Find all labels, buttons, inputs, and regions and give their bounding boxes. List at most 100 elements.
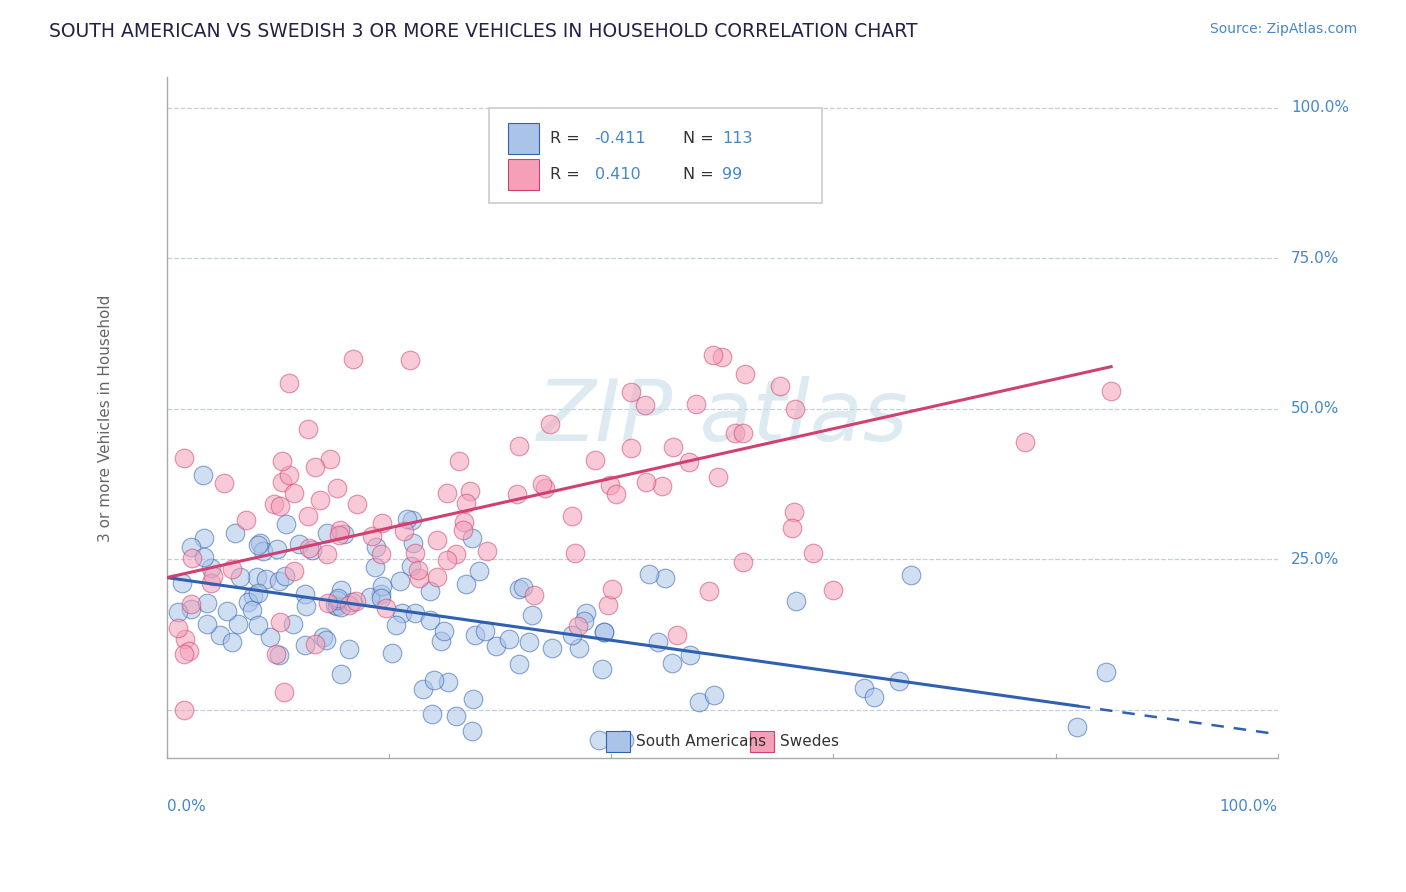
Point — [426, 533, 449, 547]
Point — [821, 582, 844, 597]
Text: 0.0%: 0.0% — [167, 799, 205, 814]
Point — [180, 602, 202, 616]
Point — [444, 709, 467, 723]
Point — [593, 624, 616, 639]
Point — [392, 524, 415, 538]
Point — [278, 468, 301, 483]
Text: Source: ZipAtlas.com: Source: ZipAtlas.com — [1209, 22, 1357, 37]
Point — [523, 588, 546, 602]
Point — [783, 505, 806, 519]
Point — [315, 548, 337, 562]
Point — [326, 482, 349, 496]
Point — [399, 353, 422, 368]
Point — [240, 603, 263, 617]
Point — [329, 523, 352, 537]
Point — [180, 597, 202, 611]
Point — [283, 486, 305, 500]
Point — [599, 477, 621, 491]
Point — [561, 628, 583, 642]
Point — [316, 595, 339, 609]
Point — [634, 398, 657, 412]
Point — [401, 513, 423, 527]
Point — [221, 635, 243, 649]
Point — [236, 595, 259, 609]
Point — [276, 517, 298, 532]
Point — [181, 550, 204, 565]
Point — [531, 477, 554, 491]
Point — [508, 582, 530, 596]
Text: 3 or more Vehicles in Household: 3 or more Vehicles in Household — [98, 294, 114, 541]
Point — [785, 594, 807, 608]
Point — [193, 549, 215, 564]
Point — [520, 608, 543, 623]
Text: R =: R = — [550, 131, 579, 146]
Point — [200, 561, 222, 575]
Point — [271, 454, 294, 468]
Text: 100.0%: 100.0% — [1291, 100, 1350, 115]
Point — [172, 576, 194, 591]
Point — [264, 647, 287, 661]
Point — [426, 570, 449, 584]
Point — [195, 617, 218, 632]
Point — [330, 583, 353, 598]
Point — [583, 453, 606, 467]
Point — [278, 376, 301, 390]
Point — [707, 469, 730, 483]
Point — [433, 624, 456, 638]
Point — [326, 599, 349, 614]
Point — [337, 642, 360, 657]
Point — [273, 685, 295, 699]
Point — [406, 563, 429, 577]
Point — [370, 587, 392, 601]
Point — [315, 632, 337, 647]
Point — [326, 593, 349, 607]
Point — [246, 585, 269, 599]
Point — [263, 496, 285, 510]
Text: N =: N = — [683, 131, 714, 146]
Point — [224, 525, 246, 540]
Point — [193, 532, 215, 546]
Point — [318, 452, 340, 467]
Point — [697, 584, 720, 599]
Point — [346, 496, 368, 510]
Point — [301, 543, 323, 558]
Point — [596, 598, 619, 612]
Point — [437, 675, 460, 690]
Point — [588, 733, 610, 747]
Point — [605, 486, 627, 500]
Point — [538, 417, 561, 431]
Text: 0.410: 0.410 — [595, 168, 640, 182]
Point — [508, 439, 530, 453]
Point — [474, 624, 496, 638]
FancyBboxPatch shape — [749, 731, 775, 752]
Point — [267, 574, 290, 588]
Point — [724, 425, 747, 440]
Point — [340, 595, 363, 609]
Point — [703, 689, 725, 703]
Point — [461, 724, 484, 739]
Point — [436, 486, 458, 500]
FancyBboxPatch shape — [489, 108, 823, 203]
Point — [266, 542, 288, 557]
Point — [567, 619, 589, 633]
Point — [404, 607, 426, 621]
Point — [419, 584, 441, 599]
Point — [330, 667, 353, 681]
Point — [259, 630, 281, 644]
Point — [783, 402, 806, 417]
Point — [419, 613, 441, 627]
Text: SOUTH AMERICAN VS SWEDISH 3 OR MORE VEHICLES IN HOUSEHOLD CORRELATION CHART: SOUTH AMERICAN VS SWEDISH 3 OR MORE VEHI… — [49, 22, 918, 41]
Point — [294, 599, 316, 613]
Point — [685, 396, 707, 410]
Point — [1095, 665, 1118, 679]
Point — [283, 564, 305, 578]
Point — [769, 379, 792, 393]
Point — [517, 635, 540, 649]
Point — [242, 589, 264, 603]
Point — [498, 632, 520, 646]
Point — [221, 562, 243, 576]
Point — [1066, 720, 1088, 734]
Point — [297, 508, 319, 523]
Point — [195, 596, 218, 610]
Point — [304, 637, 326, 651]
